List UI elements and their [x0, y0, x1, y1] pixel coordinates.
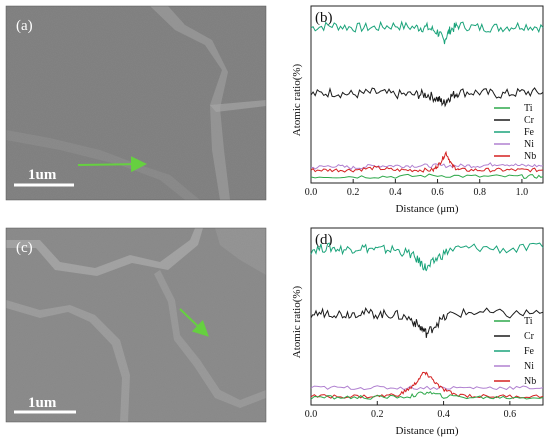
legend-label-cr-b: Cr: [524, 115, 535, 126]
series-nb-d: [310, 371, 544, 399]
x-tick-label-b-4: 0.8: [473, 187, 486, 198]
x-tick-label-b-3: 0.6: [431, 187, 444, 198]
panel-label-c: (c): [16, 240, 33, 256]
legend-label-fe-b: Fe: [524, 127, 535, 138]
x-tick-label-b-5: 1.0: [516, 187, 529, 198]
chart-d: (d) Atomic ratio(%) Distance (μm) 0.0 0.2…: [291, 227, 544, 437]
series-cr-b: [310, 87, 544, 108]
panel-label-b: (b): [315, 10, 333, 26]
scale-label-a: 1um: [28, 167, 57, 183]
x-tick-label-d-1: 0.2: [371, 409, 384, 420]
x-tick-label-d-3: 0.6: [504, 409, 517, 420]
x-tick-label-d-0: 0.0: [305, 409, 318, 420]
plot-frame-d: [310, 227, 544, 406]
series-fe-b: [310, 20, 544, 45]
legend-label-ti-d: Ti: [524, 316, 533, 327]
legend-label-nb-b: Nb: [524, 151, 536, 162]
x-tick-label-b-1: 0.2: [347, 187, 360, 198]
legend-label-ti-b: Ti: [524, 103, 533, 114]
plot-frame-b: [310, 5, 544, 184]
series-ti-d: [310, 390, 544, 400]
x-axis-title-d: Distance (μm): [395, 425, 458, 437]
scale-label-c: 1um: [28, 395, 57, 411]
panel-label-a: (a): [16, 18, 33, 34]
series-ti-b: [310, 173, 544, 179]
series-nb-b: [310, 150, 544, 173]
scan-arrow-c: [179, 308, 209, 337]
y-axis-title-d: Atomic ratio(%): [291, 285, 303, 358]
x-tick-label-b-0: 0.0: [305, 187, 318, 198]
micrograph-a: (a) 1um: [5, 5, 267, 201]
chart-b: (b) Atomic ratio(%) Distance (μm) 0.0 0.2…: [291, 5, 544, 215]
series-cr-d: [310, 307, 544, 338]
y-axis-title-b: Atomic ratio(%): [291, 63, 303, 136]
legend-label-cr-d: Cr: [524, 331, 535, 342]
micrograph-c: (c) 1um: [5, 227, 267, 423]
legend-label-fe-d: Fe: [524, 346, 535, 357]
series-fe-d: [310, 242, 544, 272]
x-axis-title-b: Distance (μm): [395, 203, 458, 215]
series-ni-d: [310, 385, 544, 391]
series-ni-b: [310, 162, 544, 171]
legend-label-ni-d: Ni: [524, 361, 534, 372]
legend-label-ni-b: Ni: [524, 139, 534, 150]
scan-arrow-a: [77, 156, 147, 173]
x-tick-label-b-2: 0.4: [389, 187, 402, 198]
legend-label-nb-d: Nb: [524, 376, 536, 387]
x-tick-label-d-2: 0.4: [437, 409, 450, 420]
